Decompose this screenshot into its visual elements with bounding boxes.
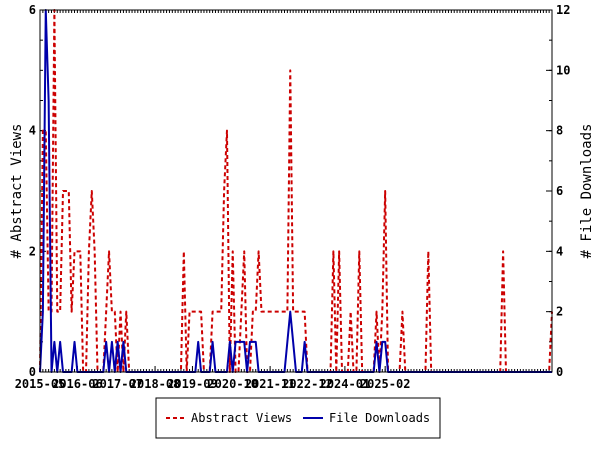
legend-label-file-downloads: File Downloads [329,411,430,425]
x-tick-label: 2017-07 [92,377,143,391]
series-layer [39,9,553,373]
y-right-tick-label: 8 [556,124,563,138]
x-tick-label: 2019-09 [167,377,218,391]
y-right-tick-label: 6 [556,184,563,198]
plot-frame [39,9,553,373]
y-right-tick-label: 12 [556,3,570,17]
x-tick-label: 2021-11 [245,377,296,391]
y-right-tick-label: 0 [556,365,563,379]
series-line-file-downloads [39,9,552,373]
y-right-tick-label: 2 [556,305,563,319]
series-line-abstract-views [39,9,553,373]
legend: Abstract Views File Downloads [155,397,441,439]
x-tick-label: 2024-01 [320,377,371,391]
ticks: 2015-052016-062017-072018-082019-092020-… [15,3,571,391]
x-tick-label: 2018-08 [130,377,181,391]
x-tick-label: 2015-05 [15,377,66,391]
y-axis-left-title: # Abstract Views [9,124,25,259]
x-tick-label: 2016-06 [52,377,103,391]
x-tick-label: 2025-02 [360,377,411,391]
y-left-tick-label: 6 [29,3,36,17]
y-left-tick-label: 2 [29,244,36,258]
y-left-tick-label: 0 [29,365,36,379]
y-right-tick-label: 10 [556,63,570,77]
legend-box [155,397,441,439]
y-left-tick-label: 4 [29,124,36,138]
x-tick-label: 2022-12 [282,377,333,391]
y-right-tick-label: 4 [556,244,563,258]
legend-label-abstract-views: Abstract Views [191,411,292,425]
x-tick-label: 2020-10 [207,377,258,391]
y-axis-right-title: # File Downloads [579,124,595,259]
